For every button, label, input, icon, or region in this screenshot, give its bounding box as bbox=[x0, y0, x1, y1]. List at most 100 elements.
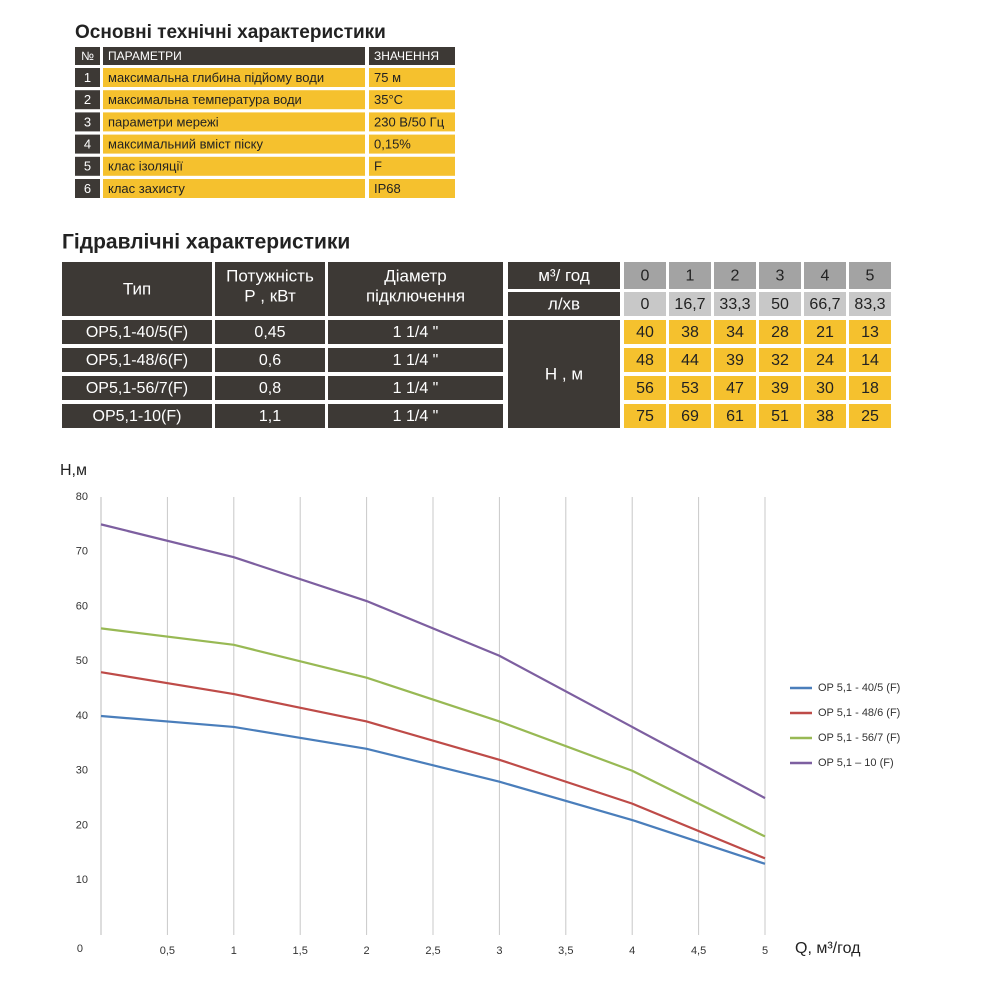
flow-lmin: 83,3 bbox=[854, 296, 885, 313]
head-value-cell bbox=[669, 404, 711, 428]
spec-cell: F bbox=[374, 159, 382, 174]
y-tick-label: 50 bbox=[76, 655, 88, 667]
head-value-cell bbox=[849, 376, 891, 400]
type-header-cell bbox=[62, 262, 212, 316]
flow-lmin-cell bbox=[669, 292, 711, 316]
hydraulic-title: Гідравлічні характеристики bbox=[62, 231, 350, 254]
pump-type: OP5,1-10(F) bbox=[93, 408, 182, 425]
flow-lmin: 66,7 bbox=[809, 296, 840, 313]
head-value: 25 bbox=[861, 408, 879, 425]
pump-power-cell bbox=[215, 376, 325, 400]
spec-cell: клас ізоляції bbox=[108, 159, 183, 174]
head-value: 24 bbox=[816, 352, 834, 369]
head-value: 13 bbox=[861, 324, 879, 341]
flow-m3h-cell bbox=[759, 262, 801, 289]
head-value-cell bbox=[669, 376, 711, 400]
x-axis-title: Q, м³/год bbox=[795, 940, 861, 957]
head-value: 30 bbox=[816, 380, 834, 397]
series-line bbox=[100, 714, 766, 865]
head-value: 18 bbox=[861, 380, 879, 397]
pump-diameter: 1 1/4 " bbox=[393, 408, 439, 425]
y-tick-label: 0 bbox=[77, 943, 83, 955]
flow-lmin: 16,7 bbox=[674, 296, 705, 313]
flow-m3h: 0 bbox=[641, 268, 650, 285]
spec-cell: максимальна глибина підйому води bbox=[108, 70, 324, 85]
flow-m3h: 4 bbox=[821, 268, 830, 285]
head-value-cell bbox=[624, 320, 666, 344]
spec-cell: максимальна температура води bbox=[108, 92, 302, 107]
pump-type: OP5,1-56/7(F) bbox=[86, 380, 188, 397]
head-value: 75 bbox=[636, 408, 654, 425]
flow-m3h-cell bbox=[849, 262, 891, 289]
head-value-cell bbox=[759, 320, 801, 344]
spec-cell-cell bbox=[75, 134, 100, 154]
flow-lmin: 0 bbox=[641, 296, 650, 313]
head-value-cell bbox=[759, 348, 801, 372]
series-line bbox=[100, 627, 766, 838]
spec-cell: 3 bbox=[84, 114, 91, 129]
spec-header: ЗНАЧЕННЯ bbox=[374, 49, 439, 63]
spec-cell-cell bbox=[103, 179, 365, 198]
flow-lmin-cell bbox=[714, 292, 756, 316]
pump-diameter-cell bbox=[328, 348, 503, 372]
head-value-cell bbox=[669, 348, 711, 372]
flow-lmin-cell bbox=[759, 292, 801, 316]
series-line bbox=[100, 523, 766, 800]
spec-cell-cell bbox=[75, 179, 100, 198]
pump-power-cell bbox=[215, 348, 325, 372]
spec-cell-cell bbox=[103, 68, 365, 87]
spec-cell-cell bbox=[75, 112, 100, 132]
head-value: 38 bbox=[681, 324, 699, 341]
spec-cell: клас захисту bbox=[108, 181, 185, 196]
spec-cell-cell bbox=[369, 156, 455, 176]
head-value: 51 bbox=[771, 408, 789, 425]
spec-cell: максимальний вміст піску bbox=[108, 137, 264, 152]
pump-power: 1,1 bbox=[259, 408, 281, 425]
type-header: Тип bbox=[123, 279, 151, 298]
head-value: 39 bbox=[726, 352, 744, 369]
flow-m3h-cell bbox=[624, 262, 666, 289]
diameter-header: підключення bbox=[366, 286, 465, 305]
legend-label: OP 5,1 - 56/7 (F) bbox=[818, 732, 900, 744]
head-value: 14 bbox=[861, 352, 879, 369]
head-value: 40 bbox=[636, 324, 654, 341]
pump-power: 0,8 bbox=[259, 380, 281, 397]
diameter-header: Діаметр bbox=[384, 266, 447, 285]
flow-m3h: 2 bbox=[731, 268, 740, 285]
head-value-cell bbox=[849, 320, 891, 344]
y-tick-label: 40 bbox=[76, 710, 88, 722]
x-tick-label: 5 bbox=[762, 945, 768, 957]
power-header: Потужність bbox=[226, 266, 314, 285]
head-value: 32 bbox=[771, 352, 789, 369]
head-value-cell bbox=[624, 376, 666, 400]
pump-diameter: 1 1/4 " bbox=[393, 324, 439, 341]
flow-lmin-unit: л/хв bbox=[548, 294, 580, 313]
head-value: 44 bbox=[681, 352, 699, 369]
spec-cell: 230 В/50 Гц bbox=[374, 114, 445, 129]
head-value-cell bbox=[714, 348, 756, 372]
flow-m3h-cell bbox=[669, 262, 711, 289]
x-tick-label: 2 bbox=[364, 945, 370, 957]
spec-cell-cell bbox=[75, 68, 100, 87]
spec-cell: 4 bbox=[84, 137, 91, 152]
x-tick-label: 1 bbox=[231, 945, 237, 957]
head-value-cell bbox=[624, 404, 666, 428]
y-tick-label: 10 bbox=[76, 874, 88, 886]
pump-power-cell bbox=[215, 404, 325, 428]
head-value: 39 bbox=[771, 380, 789, 397]
spec-cell-cell bbox=[369, 134, 455, 154]
head-value: 69 bbox=[681, 408, 699, 425]
flow-m3h: 3 bbox=[776, 268, 785, 285]
head-value-cell bbox=[714, 320, 756, 344]
spec-cell: 2 bbox=[84, 92, 91, 107]
spec-cell-cell bbox=[369, 112, 455, 132]
pump-power: 0,45 bbox=[254, 324, 285, 341]
head-value-cell bbox=[624, 348, 666, 372]
y-tick-label: 60 bbox=[76, 600, 88, 612]
spec-header: № bbox=[81, 49, 94, 63]
flow-lmin-unit-cell bbox=[508, 292, 620, 316]
head-value: 48 bbox=[636, 352, 654, 369]
head-value-cell bbox=[669, 320, 711, 344]
head-value: 34 bbox=[726, 324, 744, 341]
